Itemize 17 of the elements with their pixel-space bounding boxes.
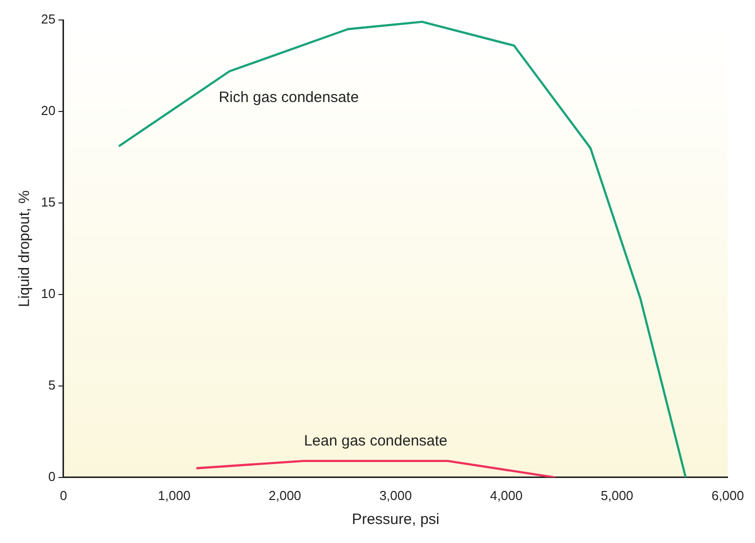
x-axis-title: Pressure, psi [352,511,440,528]
x-tick-label: 5,000 [600,488,634,503]
x-tick-label: 1,000 [158,488,190,503]
y-axis-title: Liquid dropout, % [16,190,34,308]
y-tick-label: 0 [48,468,56,484]
x-tick-label: 2,000 [268,488,302,503]
y-tick-label: 20 [40,103,56,118]
y-tick-label: 10 [40,286,56,302]
y-tick-label: 5 [48,378,56,392]
series-label: Lean gas condensate [304,432,448,450]
x-tick-label: 3,000 [379,488,412,503]
x-tick-label: 4,000 [490,488,523,503]
x-tick-label: 6,000 [711,488,744,503]
series-label: Rich gas condensate [218,88,359,106]
x-tick-label: 0 [60,488,68,503]
y-tick-label: 15 [40,194,56,210]
y-tick-label: 25 [40,12,56,27]
